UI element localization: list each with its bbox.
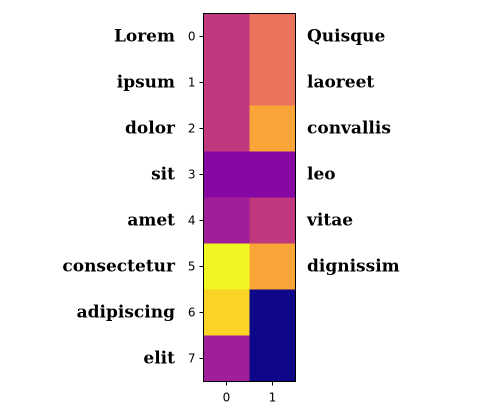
heatmap-cell <box>203 335 250 382</box>
left-row-label: amet <box>127 211 175 231</box>
right-row-label: convallis <box>307 119 391 139</box>
left-row-label: consectetur <box>62 257 176 277</box>
x-tick-label: 1 <box>269 391 277 405</box>
right-row-label: laoreet <box>307 73 374 93</box>
left-row-label: ipsum <box>117 73 175 93</box>
y-tick-label: 4 <box>188 214 196 228</box>
heatmap-cells <box>203 13 296 382</box>
left-row-labels: Lorem ipsum dolor sit amet consectetur adipisc… <box>62 27 176 369</box>
heatmap-cell <box>203 59 250 106</box>
heatmap-cell <box>203 289 250 336</box>
y-tick-label: 7 <box>188 352 196 366</box>
heatmap-cell <box>203 105 250 152</box>
heatmap-cell <box>203 13 250 60</box>
heatmap-cell <box>203 243 250 290</box>
heatmap-cell <box>249 13 296 60</box>
heatmap-cell <box>249 59 296 106</box>
heatmap-cell <box>249 197 296 244</box>
left-row-label: dolor <box>125 119 176 139</box>
heatmap-cell <box>249 151 296 198</box>
heatmap-cell <box>249 335 296 382</box>
right-row-labels: Quisque laoreet convallis leo vitae dignissim <box>306 27 400 277</box>
left-row-label: sit <box>151 165 175 185</box>
heatmap-cell <box>203 197 250 244</box>
left-row-label: Lorem <box>114 27 175 47</box>
right-row-label: dignissim <box>307 257 400 277</box>
y-tick-label: 6 <box>188 306 196 320</box>
y-tick-label: 2 <box>188 122 196 136</box>
heatmap-cell <box>249 105 296 152</box>
left-row-label: adipiscing <box>77 303 175 323</box>
heatmap-cell <box>249 243 296 290</box>
left-row-label: elit <box>143 349 175 369</box>
y-tick-label: 5 <box>188 260 196 274</box>
plot-frame <box>203 13 296 382</box>
heatmap-cell <box>203 151 250 198</box>
right-row-label: vitae <box>306 211 353 231</box>
y-tick-label: 0 <box>188 30 196 44</box>
y-axis: 0 1 2 3 4 5 6 7 <box>188 30 204 366</box>
right-row-label: leo <box>307 165 336 185</box>
y-tick-label: 1 <box>188 76 196 90</box>
x-tick-label: 0 <box>223 391 231 405</box>
y-tick-label: 3 <box>188 168 196 182</box>
heatmap-cell <box>249 289 296 336</box>
right-row-label: Quisque <box>307 27 385 47</box>
